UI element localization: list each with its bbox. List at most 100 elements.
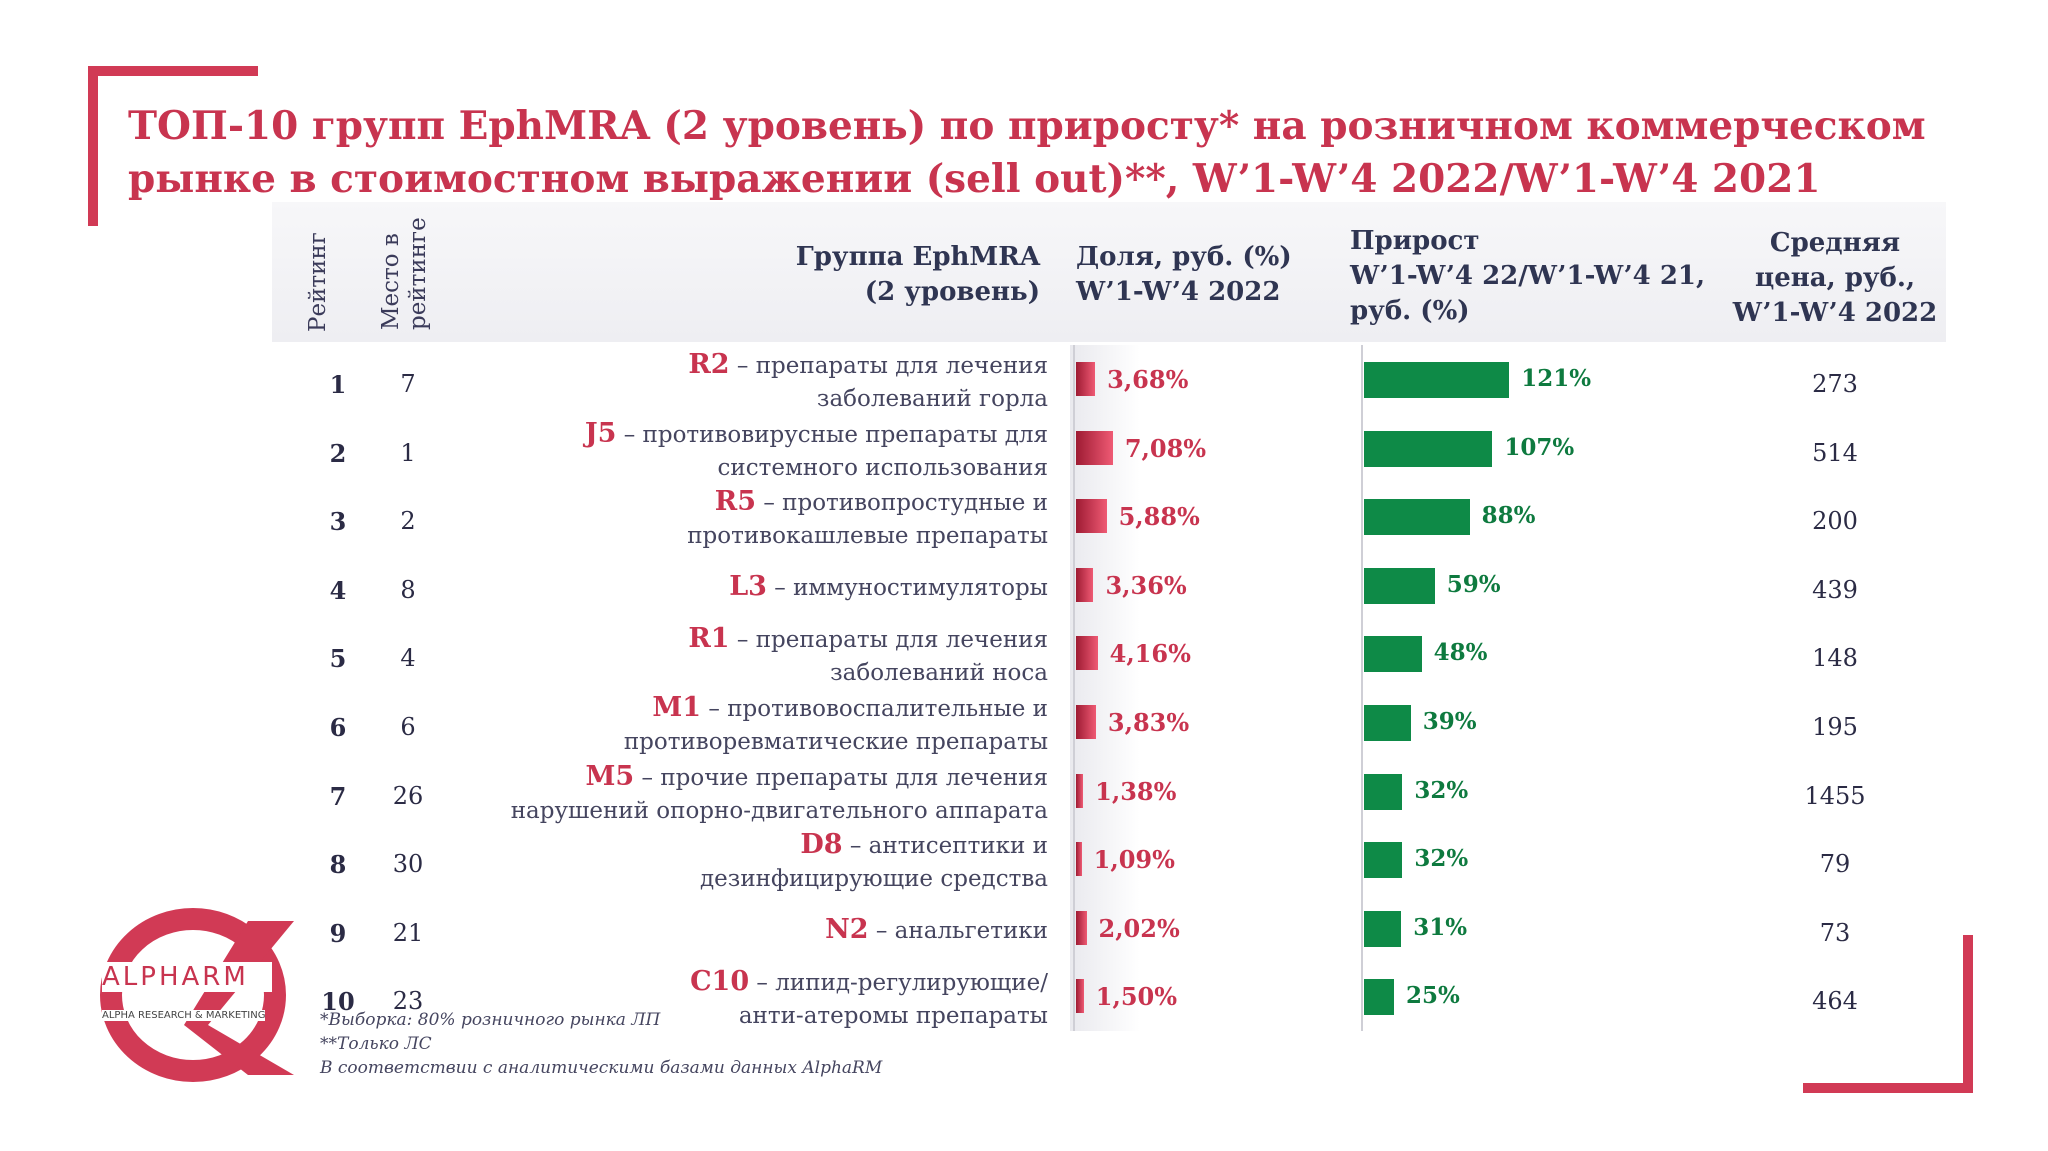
avg-price-cell: 79 bbox=[1819, 850, 1851, 879]
growth-label: 39% bbox=[1422, 708, 1477, 735]
place-cell: 21 bbox=[392, 918, 424, 947]
header-price-line1: Средняя bbox=[1769, 228, 1901, 258]
group-code: J5 bbox=[584, 417, 617, 449]
group-description-line-2: заболеваний носа bbox=[830, 660, 1048, 687]
group-cell: R1 – препараты для лечения заболеваний но… bbox=[428, 622, 1048, 690]
growth-label: 88% bbox=[1481, 502, 1536, 530]
growth-label: 31% bbox=[1413, 913, 1468, 941]
growth-label: 59% bbox=[1446, 570, 1501, 598]
growth-bar bbox=[1364, 430, 1493, 467]
growth-bar bbox=[1364, 567, 1435, 604]
group-description-line-2: заболеваний горла bbox=[816, 386, 1048, 412]
table-row: 6 6 M1 – противовоспалительные и противорев… bbox=[0, 691, 2048, 759]
growth-bar bbox=[1364, 979, 1394, 1016]
rank-cell: 8 bbox=[329, 850, 347, 880]
header-price-line3: W’1-W’4 2022 bbox=[1732, 298, 1938, 328]
group-description: – противопростудные и bbox=[756, 490, 1048, 517]
footnote-only-drugs: **Только ЛС bbox=[320, 1034, 432, 1054]
table-row: 1 7 R2 – препараты для лечения заболеваний … bbox=[0, 348, 2048, 416]
group-description: – липид-регулирующие/ bbox=[749, 970, 1048, 997]
header-share-line1: Доля, руб. (%) bbox=[1076, 242, 1292, 272]
table-row: 4 8 L3 – иммуностимуляторы 3,36% 59% 439 bbox=[0, 554, 2048, 622]
share-label: 2,02% bbox=[1098, 913, 1180, 943]
header-share: Доля, руб. (%) W’1-W’4 2022 bbox=[1076, 240, 1336, 310]
header-share-line2: W’1-W’4 2022 bbox=[1076, 277, 1281, 307]
group-description: – препараты для лечения bbox=[729, 353, 1048, 379]
logo-subtitle: ALPHA RESEARCH & MARKETING bbox=[102, 1010, 266, 1021]
share-bar bbox=[1076, 499, 1107, 534]
growth-bar bbox=[1364, 362, 1510, 398]
growth-label: 121% bbox=[1521, 365, 1592, 392]
share-bar bbox=[1076, 636, 1098, 671]
group-description: – противовирусные препараты для bbox=[616, 421, 1048, 448]
group-cell: N2 – анальгетики bbox=[428, 897, 1048, 965]
share-bar bbox=[1076, 773, 1084, 808]
place-cell: 7 bbox=[400, 370, 416, 398]
group-cell: M1 – противовоспалительные и противоревма… bbox=[428, 691, 1048, 759]
group-code: R1 bbox=[688, 623, 730, 655]
group-cell: D8 – антисептики и дезинфицирующие средст… bbox=[428, 828, 1048, 896]
alpharm-logo-mark bbox=[100, 908, 294, 1082]
avg-price-cell: 148 bbox=[1812, 644, 1858, 673]
rank-cell: 1 bbox=[329, 370, 347, 399]
corner-frame-top-left bbox=[88, 66, 258, 226]
rank-cell: 3 bbox=[329, 507, 347, 537]
group-description-line-2: системного использования bbox=[717, 454, 1048, 481]
header-group-line1: Группа EphMRA bbox=[795, 242, 1040, 272]
footnote-source: В соответствии с аналитическими базами д… bbox=[320, 1058, 883, 1078]
table-row: 2 1 J5 – противовирусные препараты для сист… bbox=[0, 417, 2048, 485]
growth-bar bbox=[1364, 842, 1403, 879]
place-cell: 1 bbox=[400, 438, 416, 467]
share-label: 7,08% bbox=[1124, 433, 1207, 463]
group-description-line-2: противоревматические препараты bbox=[623, 729, 1048, 755]
table-header-band bbox=[272, 202, 1946, 342]
group-cell: M5 – прочие препараты для лечения нарушен… bbox=[428, 760, 1048, 828]
table-row: 9 21 N2 – анальгетики 2,02% 31% 73 bbox=[0, 897, 2048, 965]
group-description-line-2: противокашлевые препараты bbox=[687, 523, 1048, 550]
growth-label: 32% bbox=[1414, 776, 1469, 804]
group-description: – анальгетики bbox=[868, 918, 1048, 945]
header-growth: Прирост W’1-W’4 22/W’1-W’4 21, руб. (%) bbox=[1350, 224, 1730, 329]
group-description: – прочие препараты для лечения bbox=[634, 764, 1048, 791]
group-line-1: D8 – антисептики и bbox=[428, 828, 1048, 863]
header-growth-line3: руб. (%) bbox=[1350, 296, 1470, 326]
group-cell: R5 – противопростудные и противокашлевые … bbox=[428, 485, 1048, 553]
group-line-1: R2 – препараты для лечения bbox=[428, 348, 1048, 383]
rank-cell: 10 bbox=[321, 987, 355, 1017]
share-bar bbox=[1076, 567, 1094, 602]
table-row: 8 30 D8 – антисептики и дезинфицирующие сре… bbox=[0, 828, 2048, 896]
group-cell: R2 – препараты для лечения заболеваний го… bbox=[428, 348, 1048, 416]
group-code: R5 bbox=[714, 486, 757, 518]
share-label: 1,50% bbox=[1095, 982, 1178, 1012]
place-cell: 4 bbox=[400, 644, 416, 673]
header-growth-line2: W’1-W’4 22/W’1-W’4 21, bbox=[1350, 261, 1706, 291]
share-bar bbox=[1076, 430, 1113, 465]
group-description: – антисептики и bbox=[842, 833, 1048, 860]
avg-price-cell: 514 bbox=[1812, 438, 1858, 467]
avg-price-cell: 195 bbox=[1812, 713, 1858, 741]
group-code: M1 bbox=[652, 692, 702, 723]
avg-price-cell: 73 bbox=[1819, 918, 1851, 947]
place-cell: 2 bbox=[400, 507, 416, 536]
avg-price-cell: 464 bbox=[1812, 987, 1858, 1016]
rank-cell: 4 bbox=[329, 575, 347, 605]
group-cell: C10 – липид-регулирующие/анти-атеромы пр… bbox=[428, 965, 1048, 1033]
group-cell: L3 – иммуностимуляторы bbox=[428, 554, 1048, 622]
share-bar bbox=[1076, 705, 1096, 739]
share-bar bbox=[1076, 362, 1096, 396]
corner-frame-bottom-right bbox=[1803, 935, 1973, 1093]
growth-label: 32% bbox=[1414, 845, 1469, 873]
group-code: L3 bbox=[729, 571, 767, 603]
group-code: M5 bbox=[585, 760, 635, 792]
group-cell: J5 – противовирусные препараты для систем… bbox=[428, 417, 1048, 485]
avg-price-cell: 439 bbox=[1812, 575, 1858, 604]
growth-bar bbox=[1364, 499, 1470, 536]
header-growth-line1: Прирост bbox=[1350, 226, 1480, 256]
group-line-1: M1 – противовоспалительные и bbox=[428, 691, 1048, 726]
table-row: 10 23 C10 – липид-регулирующие/анти-атером… bbox=[0, 965, 2048, 1033]
place-cell: 30 bbox=[392, 850, 424, 879]
group-code: C10 bbox=[690, 966, 750, 998]
rank-cell: 7 bbox=[329, 781, 347, 811]
avg-price-cell: 200 bbox=[1812, 507, 1858, 536]
group-description-line-2: дезинфицирующие средства bbox=[700, 866, 1048, 893]
